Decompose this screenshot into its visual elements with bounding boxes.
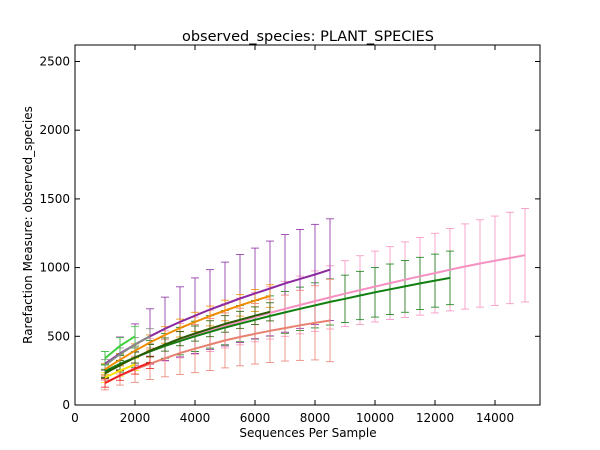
y-tick-label: 2500 [39,54,70,68]
y-tick-label: 2000 [39,123,70,137]
plot-area [101,208,529,391]
x-tick-label: 4000 [180,411,211,425]
x-tick-label: 12000 [416,411,454,425]
chart-title: observed_species: PLANT_SPECIES [182,29,434,45]
x-tick-label: 10000 [356,411,394,425]
series-8-line [104,361,151,384]
y-tick-label: 1500 [39,192,70,206]
x-axis-label: Sequences Per Sample [239,426,376,440]
series-5-line [104,335,151,367]
series-9-line [104,310,271,375]
x-tick-label: 14000 [476,411,514,425]
y-axis: 0 500 1000 1500 2000 2500 [39,54,540,412]
x-tick-label: 8000 [300,411,331,425]
series-3-line [104,295,271,371]
series-7-line [104,363,136,379]
series-1-line [104,276,451,373]
x-tick-label: 6000 [240,411,271,425]
y-tick-label: 1000 [39,261,70,275]
y-axis-label: Rarefaction Measure: observed_species [21,106,35,344]
x-tick-label: 0 [71,411,79,425]
series-6-line [104,335,136,360]
y-tick-label: 0 [62,398,70,412]
x-tick-label: 2000 [120,411,151,425]
x-axis: 0 2000 4000 6000 8000 10000 12000 14000 [71,45,514,425]
y-tick-label: 500 [47,329,70,343]
plot-frame [74,44,541,406]
